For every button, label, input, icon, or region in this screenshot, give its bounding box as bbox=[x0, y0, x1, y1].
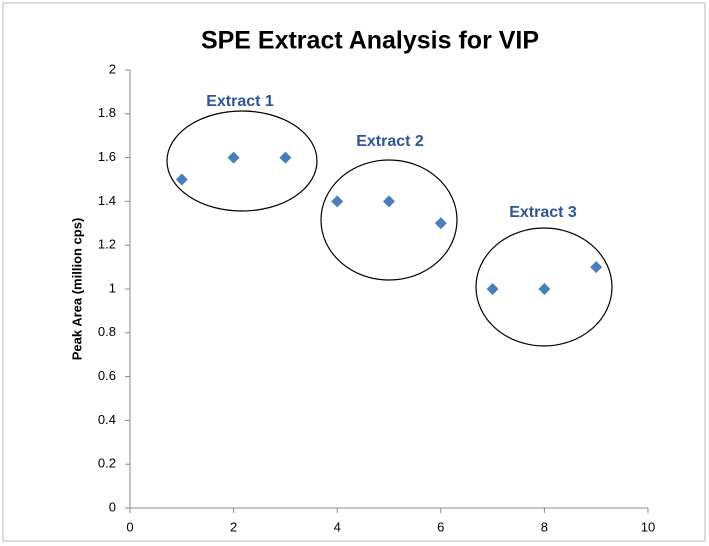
y-tick-label: 1 bbox=[109, 280, 116, 295]
point bbox=[175, 173, 188, 186]
group-ellipse bbox=[475, 227, 613, 347]
x-tick-label: 6 bbox=[437, 519, 444, 534]
point bbox=[227, 151, 240, 164]
y-tick-label: 0.4 bbox=[98, 412, 116, 427]
point bbox=[434, 217, 447, 230]
point bbox=[538, 283, 551, 295]
x-tick-label: 4 bbox=[334, 519, 341, 534]
annotation: Extract 3 bbox=[509, 204, 577, 221]
x-tick-label: 0 bbox=[126, 519, 133, 534]
y-tick-label: 0.6 bbox=[98, 368, 116, 383]
y-tick-label: 1.8 bbox=[98, 105, 116, 120]
group-ellipse bbox=[166, 110, 318, 212]
annotation: Extract 1 bbox=[206, 93, 274, 110]
point bbox=[331, 195, 344, 208]
x-tick-label: 8 bbox=[541, 519, 548, 534]
x-tick-label: 10 bbox=[641, 519, 655, 534]
point bbox=[279, 151, 292, 164]
y-tick-label: 1.6 bbox=[98, 149, 116, 164]
x-tick-label: 2 bbox=[230, 519, 237, 534]
group-ellipse bbox=[320, 159, 458, 281]
y-tick-label: 0.2 bbox=[98, 456, 116, 471]
point bbox=[486, 283, 499, 295]
y-tick-label: 2 bbox=[109, 61, 116, 76]
point bbox=[383, 195, 395, 208]
chart-title: SPE Extract Analysis for VIP bbox=[201, 27, 539, 55]
y-axis-label: Peak Area (million cps) bbox=[69, 218, 84, 361]
y-tick-label: 0.8 bbox=[98, 324, 116, 339]
y-tick-label: 1.4 bbox=[98, 193, 116, 208]
y-tick-label: 0 bbox=[109, 499, 116, 514]
point bbox=[590, 261, 603, 274]
annotation: Extract 2 bbox=[356, 133, 424, 150]
y-tick-label: 1.2 bbox=[98, 237, 116, 252]
